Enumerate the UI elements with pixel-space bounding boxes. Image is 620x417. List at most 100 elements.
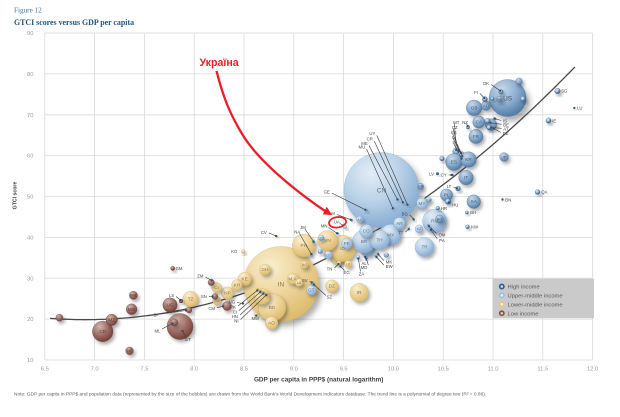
svg-text:CI: CI: [214, 285, 219, 290]
svg-text:60: 60: [27, 154, 33, 160]
svg-text:SA: SA: [471, 199, 478, 204]
svg-text:IE: IE: [552, 118, 556, 123]
svg-text:DZ: DZ: [329, 284, 335, 289]
svg-text:DE: DE: [503, 131, 509, 136]
svg-text:GTCI scores versus GDP per cap: GTCI scores versus GDP per capita: [14, 18, 134, 27]
svg-text:IR: IR: [357, 290, 362, 295]
svg-text:ML: ML: [155, 328, 162, 333]
svg-text:GH: GH: [262, 267, 269, 272]
svg-text:GR: GR: [418, 185, 424, 189]
svg-text:HR: HR: [441, 206, 447, 211]
svg-text:MY: MY: [419, 201, 426, 206]
svg-text:UA: UA: [334, 219, 340, 224]
svg-text:PL: PL: [444, 193, 450, 198]
svg-text:QA: QA: [541, 190, 547, 195]
svg-text:BH: BH: [470, 210, 476, 215]
svg-text:IL: IL: [452, 135, 456, 140]
svg-text:KR: KR: [465, 157, 472, 162]
svg-text:GM: GM: [176, 266, 183, 271]
svg-text:PH: PH: [301, 243, 307, 248]
svg-text:CM: CM: [208, 306, 215, 311]
svg-text:CV: CV: [261, 230, 267, 235]
svg-text:BW: BW: [386, 264, 394, 269]
svg-text:40: 40: [27, 236, 33, 242]
svg-text:AM: AM: [328, 211, 335, 216]
svg-text:11.5: 11.5: [537, 367, 548, 373]
svg-text:DK: DK: [483, 81, 489, 86]
svg-text:ME: ME: [361, 141, 368, 146]
svg-text:AU: AU: [483, 103, 489, 108]
svg-text:EE: EE: [451, 130, 457, 135]
svg-text:NP: NP: [224, 291, 230, 296]
svg-text:ET: ET: [185, 337, 191, 342]
svg-text:NG: NG: [229, 299, 236, 304]
svg-text:AL: AL: [362, 261, 368, 266]
svg-text:IT: IT: [464, 175, 468, 180]
svg-text:GB: GB: [471, 105, 478, 110]
svg-text:LA: LA: [297, 281, 302, 285]
svg-text:PK: PK: [230, 305, 236, 310]
svg-text:Figure 12: Figure 12: [14, 7, 42, 15]
svg-text:ID: ID: [340, 246, 345, 251]
svg-text:TR: TR: [421, 245, 428, 250]
svg-text:CA: CA: [476, 120, 483, 125]
svg-text:BE: BE: [503, 123, 509, 128]
svg-text:SZ: SZ: [327, 295, 333, 300]
svg-text:CZ: CZ: [452, 125, 458, 130]
svg-text:TZ: TZ: [188, 297, 194, 302]
svg-text:LU: LU: [577, 106, 583, 111]
svg-text:NZ: NZ: [462, 120, 468, 125]
svg-text:IN: IN: [278, 281, 285, 288]
svg-text:RO: RO: [437, 217, 443, 221]
svg-text:KH: KH: [234, 283, 240, 288]
svg-text:80: 80: [27, 72, 33, 78]
svg-text:30: 30: [27, 276, 33, 282]
svg-text:NE: NE: [127, 349, 133, 353]
svg-text:NI: NI: [234, 319, 238, 324]
svg-text:UY: UY: [369, 131, 375, 136]
svg-text:9.5: 9.5: [340, 367, 348, 373]
svg-text:10.0: 10.0: [388, 367, 399, 373]
svg-text:LS: LS: [169, 293, 174, 298]
svg-text:NA: NA: [294, 230, 300, 235]
svg-text:TT: TT: [398, 231, 404, 236]
svg-text:ZW: ZW: [214, 299, 220, 303]
svg-text:Україна: Україна: [200, 57, 239, 69]
svg-text:Low income: Low income: [508, 311, 539, 317]
svg-text:High income: High income: [508, 285, 540, 291]
svg-text:GE: GE: [324, 190, 330, 195]
svg-text:6.5: 6.5: [41, 367, 49, 373]
svg-text:MX: MX: [387, 232, 394, 237]
svg-text:BN: BN: [505, 197, 511, 202]
svg-text:CI: CI: [233, 309, 237, 314]
svg-text:KE: KE: [242, 277, 248, 282]
svg-text:FI: FI: [474, 90, 478, 95]
svg-text:Lower-middle income: Lower-middle income: [508, 302, 563, 308]
svg-text:10.5: 10.5: [438, 367, 449, 373]
svg-text:AT: AT: [503, 127, 509, 132]
svg-text:TH: TH: [376, 238, 382, 243]
svg-text:JP: JP: [502, 155, 507, 159]
svg-text:SI: SI: [452, 140, 456, 145]
svg-text:8.0: 8.0: [190, 367, 198, 373]
svg-text:GDP per capita in PPP$ (natura: GDP per capita in PPP$ (natural logarith…: [254, 377, 384, 384]
svg-text:MD: MD: [361, 265, 368, 270]
svg-text:KZ: KZ: [417, 227, 422, 231]
svg-text:ZA: ZA: [359, 272, 365, 277]
svg-text:LT: LT: [447, 184, 452, 189]
svg-text:EG: EG: [343, 270, 350, 275]
svg-text:M.A: M.A: [288, 276, 297, 281]
svg-text:SN: SN: [201, 294, 207, 299]
svg-text:BA: BA: [426, 198, 431, 202]
svg-text:MG: MG: [128, 307, 136, 312]
svg-text:GTCI score: GTCI score: [13, 182, 19, 210]
svg-text:9.0: 9.0: [290, 367, 298, 373]
svg-text:BF: BF: [154, 312, 160, 317]
svg-text:7.0: 7.0: [91, 367, 99, 373]
svg-text:SV: SV: [302, 278, 308, 283]
svg-text:FR: FR: [473, 134, 480, 139]
svg-text:SG: SG: [561, 89, 568, 94]
svg-text:TN: TN: [327, 266, 333, 271]
svg-text:MT: MT: [453, 120, 460, 125]
svg-text:MW: MW: [251, 316, 260, 321]
